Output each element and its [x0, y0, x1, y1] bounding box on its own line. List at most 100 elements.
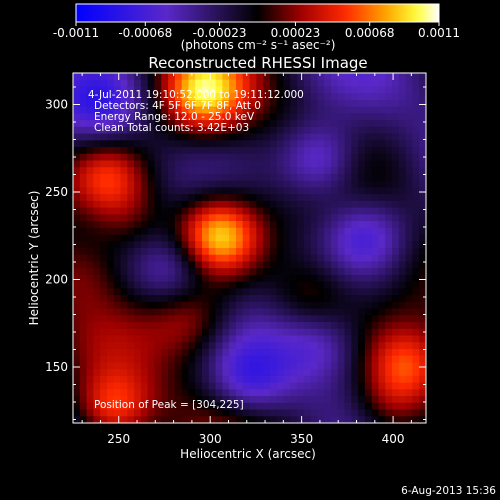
peak-position-text: Position of Peak = [304,225]: [94, 399, 244, 411]
heatmap-cell: [106, 295, 115, 303]
heatmap-cell: [93, 160, 101, 168]
heatmap-cell: [263, 106, 271, 114]
heatmap-cell: [364, 234, 373, 242]
heatmap-cell: [188, 362, 196, 370]
heatmap-cell: [161, 416, 169, 423]
heatmap-cell: [154, 173, 162, 182]
heatmap-cell: [181, 362, 189, 370]
heatmap-cell: [120, 86, 128, 94]
heatmap-cell: [337, 382, 346, 390]
heatmap-cell: [127, 295, 135, 303]
heatmap-cell: [364, 248, 373, 256]
heatmap-cell: [405, 335, 413, 343]
heatmap-cell: [242, 241, 250, 249]
heatmap-cell: [195, 113, 203, 121]
heatmap-cell: [276, 328, 284, 336]
heatmap-cell: [276, 261, 284, 269]
heatmap-cell: [134, 268, 142, 276]
heatmap-cell: [181, 120, 189, 128]
heatmap-cell: [154, 355, 162, 363]
heatmap-cell: [222, 167, 230, 175]
heatmap-cell: [392, 93, 400, 101]
heatmap-cell: [337, 295, 346, 303]
heatmap-cell: [134, 160, 142, 168]
heatmap-cell: [249, 187, 257, 195]
heatmap-cell: [405, 160, 413, 168]
heatmap-cell: [154, 288, 162, 296]
heatmap-cell: [364, 375, 373, 384]
heatmap-cell: [195, 79, 203, 87]
heatmap-cell: [303, 409, 312, 417]
heatmap-cell: [140, 301, 149, 310]
heatmap-cell: [392, 301, 400, 310]
heatmap-cell: [127, 409, 135, 417]
heatmap-cell: [310, 106, 318, 114]
heatmap-cell: [161, 93, 169, 101]
heatmap-cell: [140, 382, 149, 390]
heatmap-cell: [127, 133, 135, 141]
heatmap-cell: [73, 396, 81, 404]
heatmap-cell: [256, 369, 264, 377]
heatmap-cell: [222, 382, 230, 390]
heatmap-cell: [140, 93, 149, 101]
heatmap-cell: [174, 120, 183, 128]
heatmap-cell: [86, 315, 94, 323]
heatmap-cell: [147, 180, 155, 188]
heatmap-cell: [222, 99, 230, 108]
heatmap-cell: [371, 160, 379, 168]
heatmap-cell: [106, 409, 115, 417]
heatmap-cell: [181, 281, 189, 289]
heatmap-cell: [113, 214, 122, 222]
heatmap-cell: [100, 322, 108, 330]
heatmap-cell: [269, 73, 278, 81]
heatmap-cell: [174, 416, 183, 423]
heatmap-cell: [235, 369, 244, 377]
heatmap-cell: [93, 133, 101, 141]
heatmap-cell: [154, 214, 162, 222]
heatmap-cell: [290, 288, 298, 296]
heatmap-cell: [235, 382, 244, 390]
heatmap-cell: [140, 214, 149, 222]
heatmap-cell: [188, 214, 196, 222]
heatmap-cell: [290, 99, 298, 108]
heatmap-cell: [93, 416, 101, 423]
heatmap-cell: [398, 335, 407, 343]
heatmap-cell: [100, 221, 108, 229]
heatmap-cell: [351, 126, 359, 135]
heatmap-cell: [127, 274, 135, 283]
heatmap-cell: [351, 93, 359, 101]
heatmap-cell: [168, 93, 176, 101]
heatmap-cell: [201, 396, 210, 404]
heatmap-cell: [222, 140, 230, 148]
heatmap-cell: [100, 167, 108, 175]
heatmap-cell: [73, 160, 81, 168]
heatmap-cell: [188, 301, 196, 310]
heatmap-cell: [73, 194, 81, 202]
heatmap-cell: [290, 254, 298, 262]
heatmap-cell: [188, 147, 196, 155]
heatmap-cell: [276, 147, 284, 155]
heatmap-cell: [222, 194, 230, 202]
heatmap-cell: [351, 120, 359, 128]
colorbar-label: (photons cm⁻² s⁻¹ asec⁻²): [181, 38, 336, 52]
heatmap-cell: [303, 227, 312, 236]
heatmap-cell: [140, 73, 149, 81]
heatmap-cell: [106, 308, 115, 316]
heatmap-cell: [147, 274, 155, 283]
heatmap-cell: [93, 281, 101, 289]
heatmap-cell: [276, 227, 284, 236]
heatmap-cell: [412, 335, 420, 343]
heatmap-cell: [100, 328, 108, 336]
heatmap-cell: [412, 396, 420, 404]
heatmap-cell: [188, 86, 196, 94]
heatmap-cell: [330, 133, 339, 141]
heatmap-cell: [398, 120, 407, 128]
heatmap-cell: [283, 369, 291, 377]
heatmap-cell: [256, 389, 264, 397]
heatmap-cell: [317, 248, 325, 256]
heatmap-cell: [100, 396, 108, 404]
heatmap-cell: [256, 241, 264, 249]
heatmap-cell: [195, 301, 203, 310]
heatmap-cell: [303, 153, 312, 161]
heatmap-cell: [174, 328, 183, 336]
